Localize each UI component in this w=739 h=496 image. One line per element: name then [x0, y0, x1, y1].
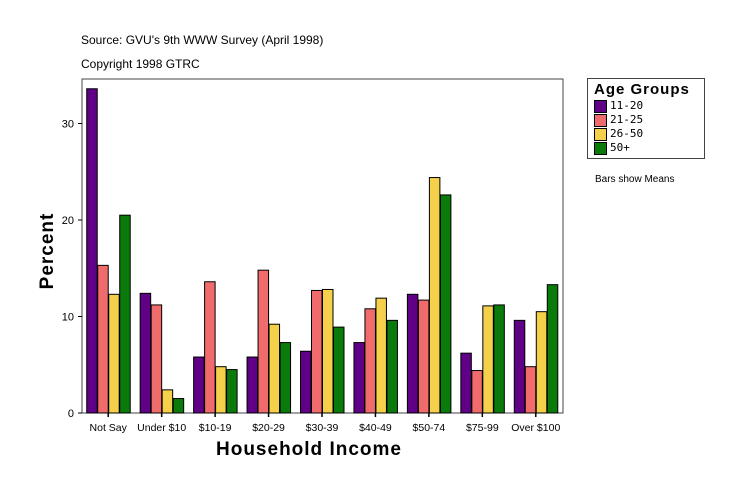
bar-21-25: [364, 308, 376, 414]
y-tick-label: 30: [62, 119, 74, 131]
bar-26-50: [322, 288, 334, 414]
bar-50+: [279, 342, 292, 414]
bar-11-20: [300, 350, 312, 414]
bar-21-25: [150, 304, 163, 414]
bar-26-50: [482, 305, 494, 414]
legend-label: 50+: [610, 141, 630, 154]
legend-swatch: [594, 99, 607, 113]
y-tick-label: 0: [68, 408, 74, 420]
bar-50+: [119, 214, 131, 414]
bar-26-50: [428, 177, 441, 414]
x-tick-label: $40-49: [359, 422, 392, 434]
bar-21-25: [257, 269, 270, 414]
bar-11-20: [460, 352, 472, 414]
bar-50+: [546, 284, 559, 414]
legend-swatch: [594, 113, 607, 127]
legend-label: 21-25: [610, 113, 644, 126]
bar-50+: [226, 369, 238, 414]
bar-50+: [172, 398, 185, 414]
legend: Age Groups 11-20 21-25 26-50 50+: [587, 78, 705, 159]
x-tick-label: $10-19: [199, 422, 232, 434]
x-axis-label: Household Income: [216, 439, 402, 460]
legend-swatch: [594, 141, 607, 155]
bar-26-50: [108, 293, 120, 414]
bar-11-20: [406, 293, 419, 414]
bar-50+: [333, 326, 345, 414]
bar-26-50: [268, 323, 281, 414]
bar-26-50: [161, 389, 174, 414]
x-tick-label: Under $10: [137, 422, 186, 434]
legend-item: 21-25: [594, 113, 644, 127]
bar-21-25: [97, 264, 109, 414]
bar-21-25: [471, 370, 483, 414]
bar-50+: [386, 319, 398, 414]
bar-26-50: [215, 366, 227, 414]
legend-title: Age Groups: [594, 81, 690, 98]
legend-swatch: [594, 127, 607, 141]
legend-label: 26-50: [610, 127, 644, 140]
x-tick-label: Over $100: [511, 422, 560, 434]
legend-item: 50+: [594, 141, 630, 155]
bar-21-25: [204, 281, 216, 414]
bar-21-25: [417, 299, 430, 414]
legend-label: 11-20: [610, 99, 644, 112]
x-tick-label: $50-74: [413, 422, 446, 434]
bar-26-50: [375, 297, 387, 414]
x-tick-label: $20-29: [252, 422, 285, 434]
bar-50+: [439, 194, 452, 414]
legend-item: 11-20: [594, 99, 644, 113]
bar-11-20: [139, 292, 152, 414]
bar-50+: [493, 304, 505, 414]
bar-21-25: [524, 366, 537, 414]
bar-11-20: [193, 356, 205, 414]
source-note: Source: GVU's 9th WWW Survey (April 1998…: [81, 33, 324, 47]
x-tick-label: Not Say: [90, 422, 128, 434]
bar-21-25: [311, 289, 323, 414]
y-tick-label: 10: [62, 312, 74, 324]
y-axis-label: Percent: [37, 212, 58, 290]
copyright-note: Copyright 1998 GTRC: [81, 57, 200, 71]
x-tick-label: $30-39: [306, 422, 339, 434]
bar-11-20: [513, 319, 526, 414]
x-tick-label: $75-99: [466, 422, 499, 434]
bar-11-20: [353, 342, 365, 414]
y-tick-label: 20: [62, 215, 74, 227]
bar-11-20: [86, 88, 98, 414]
legend-item: 26-50: [594, 127, 644, 141]
bar-11-20: [246, 356, 259, 414]
bar-26-50: [535, 311, 548, 414]
bars-note: Bars show Means: [595, 174, 675, 185]
